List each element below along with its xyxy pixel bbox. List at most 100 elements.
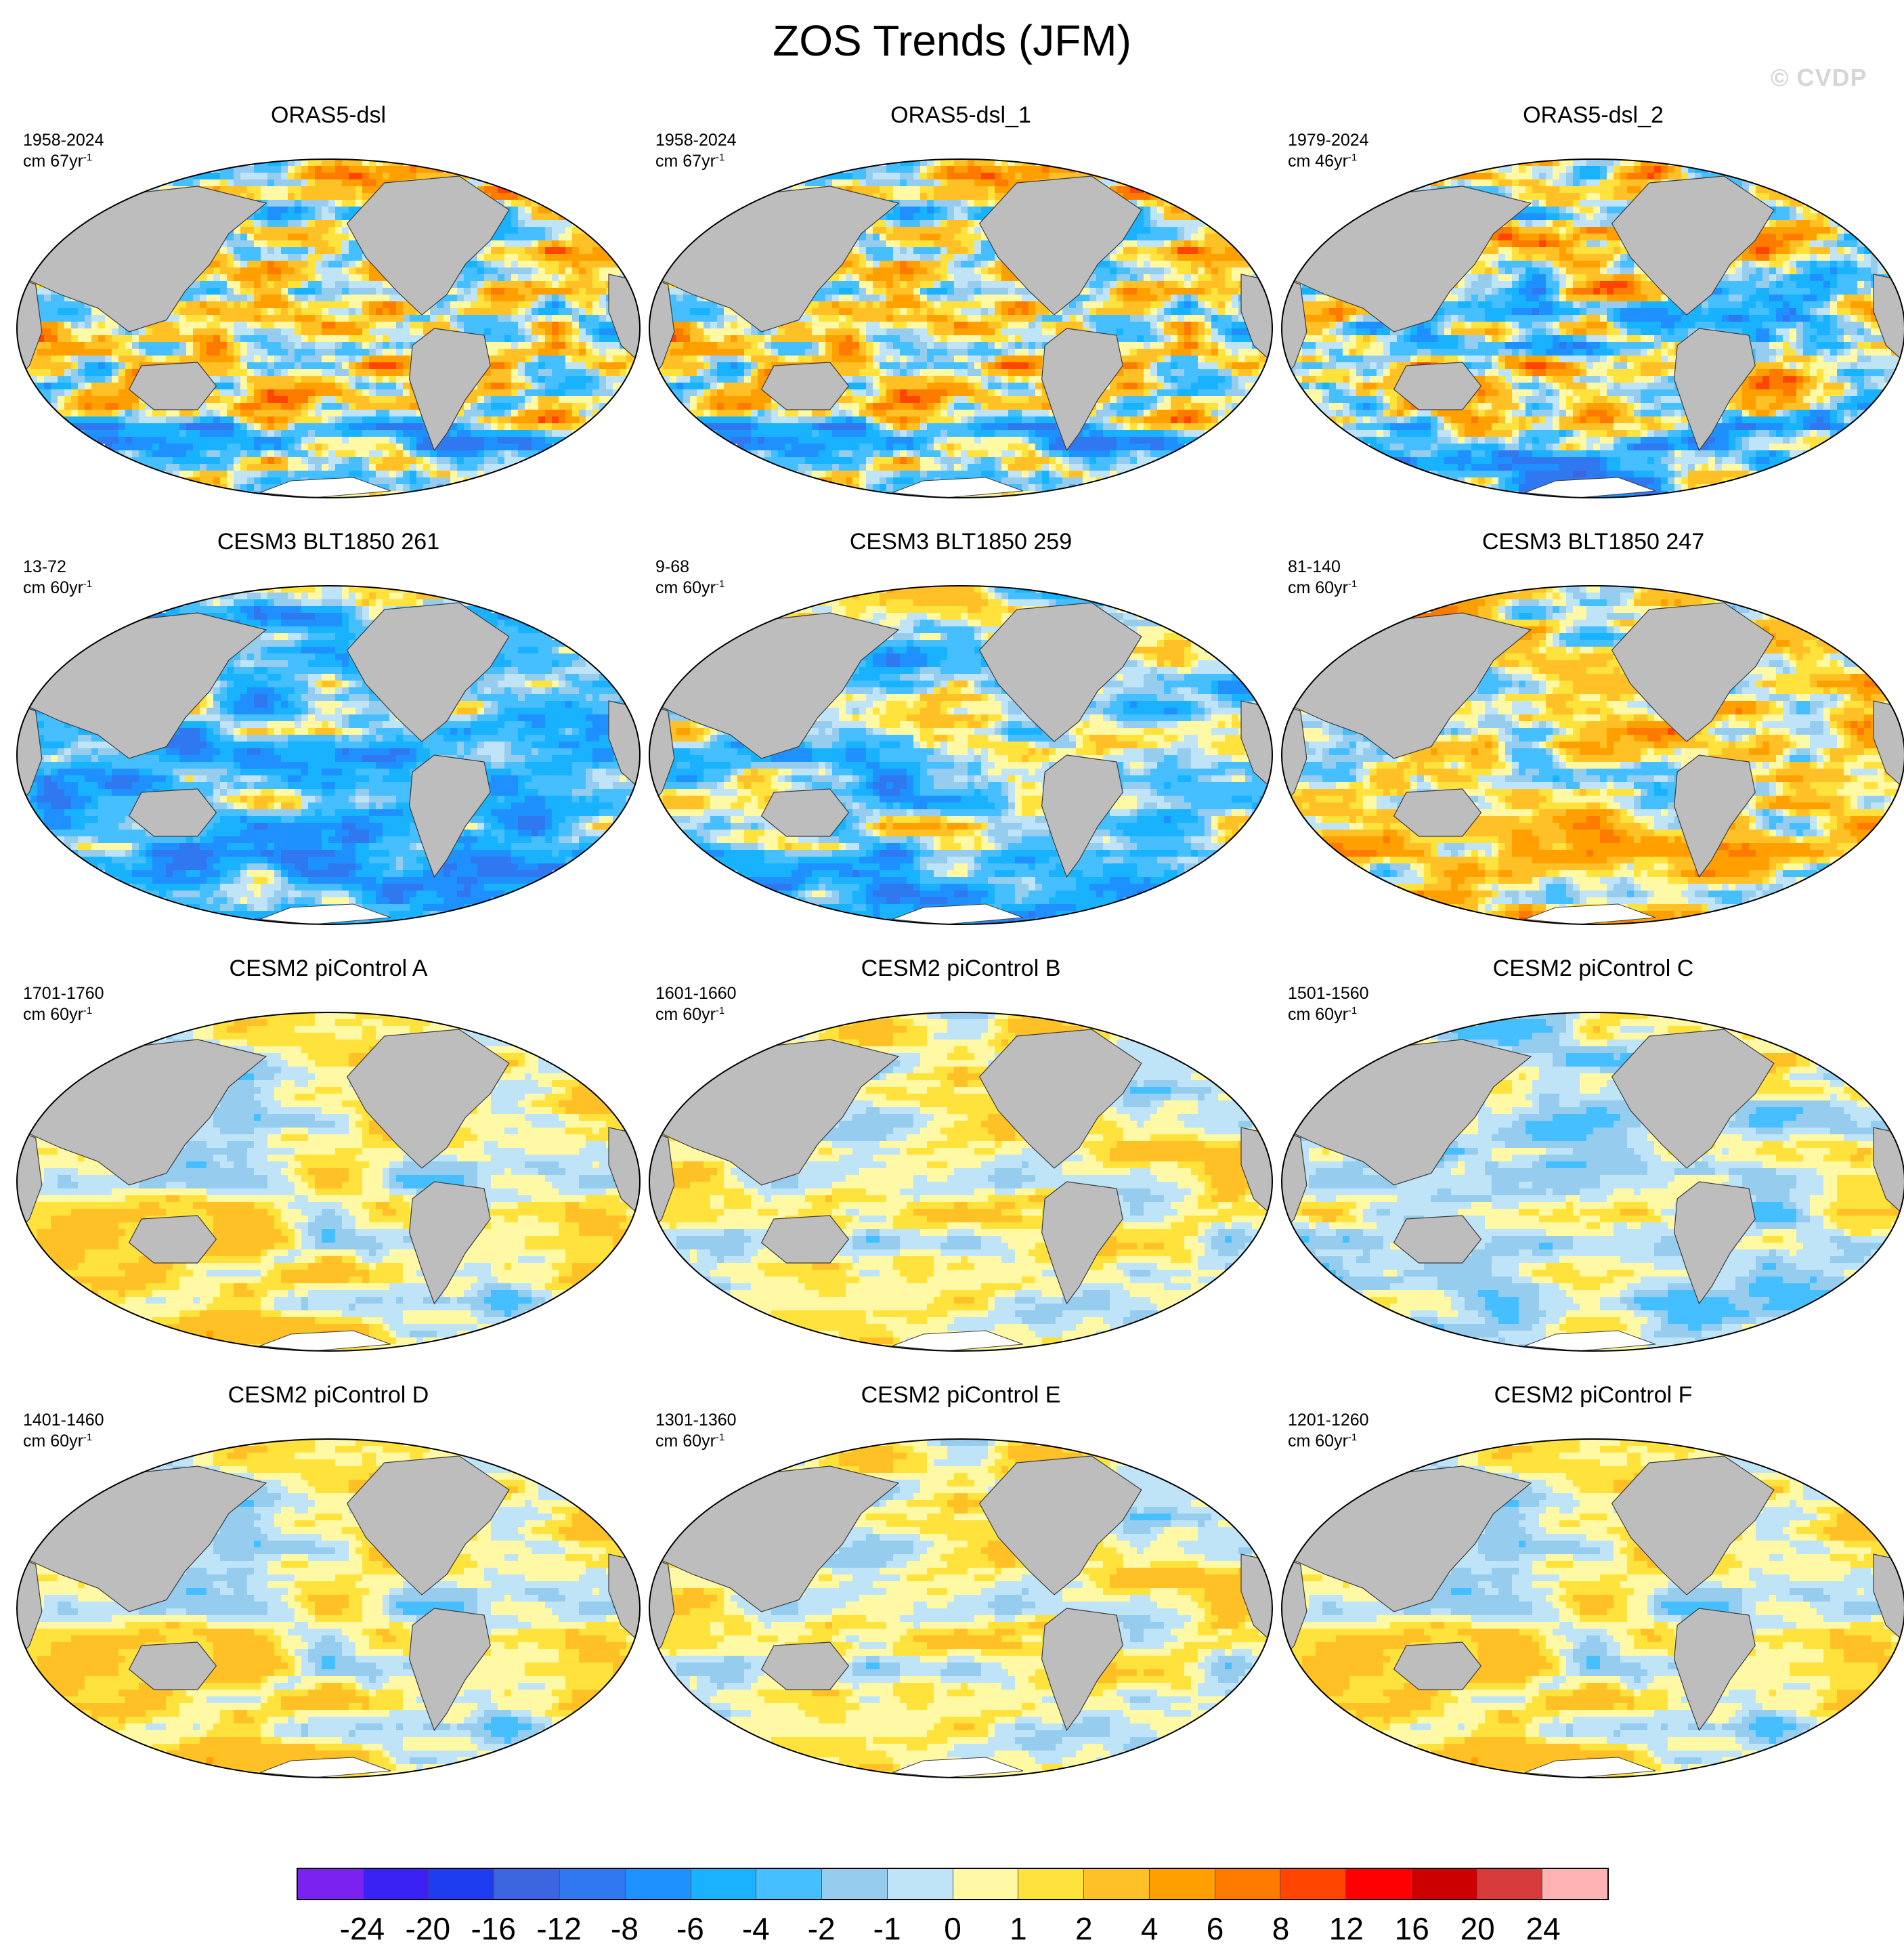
panel-title: CESM2 piControl D [11, 1381, 646, 1409]
panel-metadata: 1701-1760 cm 60yr-1 [23, 983, 104, 1025]
antarctic-ice [259, 1757, 391, 1778]
trend-field [1282, 1012, 1904, 1351]
robinson-map [1281, 158, 1904, 498]
robinson-map [1281, 585, 1904, 925]
land-mass [17, 1130, 43, 1234]
panel-unit: cm 60yr-1 [655, 1431, 737, 1452]
trend-field [649, 1012, 1272, 1351]
colorbar-swatch [953, 1869, 1019, 1899]
panel-period: 1601-1660 [655, 983, 737, 1004]
panel-metadata: 1979-2024 cm 46yr-1 [1288, 130, 1369, 172]
colorbar-label: 20 [1461, 1910, 1495, 1948]
robinson-map [16, 1012, 641, 1352]
colorbar-label: 8 [1272, 1910, 1290, 1948]
colorbar-swatch [1018, 1869, 1084, 1899]
map-panel: CESM2 piControl F 1201-1260 cm 60yr-1 [1276, 1381, 1904, 1811]
panel-period: 1958-2024 [655, 130, 737, 151]
colorbar-swatch [1215, 1869, 1281, 1899]
trend-field [17, 1439, 640, 1778]
panel-period: 81-140 [1288, 557, 1357, 578]
land-mass [1041, 1181, 1123, 1305]
trend-field [649, 159, 1272, 498]
trend-field [1282, 159, 1904, 498]
antarctic-ice [1524, 1330, 1656, 1351]
panel-metadata: 1401-1460 cm 60yr-1 [23, 1410, 104, 1452]
panel-metadata: 1201-1260 cm 60yr-1 [1288, 1410, 1369, 1452]
colorbar-label: 0 [944, 1910, 961, 1948]
colorbar-label: -4 [742, 1910, 770, 1948]
panel-title: CESM2 piControl C [1276, 955, 1904, 982]
panel-period: 1979-2024 [1288, 130, 1369, 151]
colorbar-label: 2 [1075, 1910, 1093, 1948]
colorbar-swatch [691, 1869, 757, 1899]
panel-metadata: 1601-1660 cm 60yr-1 [655, 983, 737, 1025]
map-panel: ORAS5-dsl_2 1979-2024 cm 46yr-1 [1276, 102, 1904, 532]
robinson-map [649, 1438, 1273, 1778]
land-mass [408, 1608, 491, 1732]
map-border [1281, 1438, 1904, 1778]
colorbar-swatch [429, 1869, 495, 1899]
colorbar-swatch [1477, 1869, 1543, 1899]
colorbar-label: -20 [406, 1910, 450, 1948]
colorbar-label: -8 [611, 1910, 639, 1948]
panel-title: ORAS5-dsl [11, 102, 646, 129]
cvdp-watermark: © CVDP [1771, 64, 1867, 92]
map-panel: CESM3 BLT1850 259 9-68 cm 60yr-1 [643, 528, 1278, 958]
colorbar-swatch [756, 1869, 822, 1899]
colorbar-label: 24 [1526, 1910, 1561, 1948]
colorbar-swatch [298, 1869, 364, 1899]
land-mass [1282, 704, 1307, 807]
panel-unit: cm 60yr-1 [23, 1004, 104, 1025]
colorbar-label: -12 [536, 1910, 581, 1948]
antarctic-ice [892, 1757, 1024, 1778]
map-border [649, 1012, 1273, 1352]
land-mass [978, 175, 1142, 316]
panel-metadata: 1301-1360 cm 60yr-1 [655, 1410, 737, 1452]
panel-title: CESM3 BLT1850 261 [11, 528, 646, 555]
panel-metadata: 1501-1560 cm 60yr-1 [1288, 983, 1369, 1025]
panel-period: 1401-1460 [23, 1410, 104, 1431]
land-mass [1282, 277, 1307, 381]
colorbar-swatch [1149, 1869, 1215, 1899]
colorbar [297, 1868, 1609, 1900]
panel-period: 1701-1760 [23, 983, 104, 1004]
land-mass [1041, 328, 1123, 452]
colorbar-swatch [1346, 1869, 1412, 1899]
antarctic-ice [259, 903, 391, 924]
land-mass [128, 788, 217, 837]
land-mass [1611, 1029, 1775, 1169]
panel-metadata: 9-68 cm 60yr-1 [655, 557, 724, 599]
antarctic-ice [892, 903, 1024, 924]
antarctic-ice [259, 477, 391, 498]
panel-period: 1501-1560 [1288, 983, 1369, 1004]
map-panel: CESM2 piControl C 1501-1560 cm 60yr-1 [1276, 955, 1904, 1385]
land-mass [1393, 362, 1482, 410]
panel-title: ORAS5-dsl_1 [643, 102, 1278, 129]
land-mass [346, 175, 510, 316]
panel-unit: cm 67yr-1 [23, 151, 104, 172]
land-mass [1393, 1642, 1482, 1690]
land-mass [649, 704, 675, 807]
land-mass [978, 1029, 1142, 1169]
colorbar-label: 1 [1010, 1910, 1027, 1948]
panel-metadata: 81-140 cm 60yr-1 [1288, 557, 1357, 599]
panel-unit: cm 60yr-1 [1288, 1431, 1369, 1452]
land-mass [408, 328, 491, 452]
land-mass [408, 1181, 491, 1305]
robinson-map [16, 1438, 641, 1778]
colorbar-label: 4 [1141, 1910, 1159, 1948]
land-mass [760, 362, 850, 410]
panel-period: 1201-1260 [1288, 1410, 1369, 1431]
colorbar-swatch [1280, 1869, 1346, 1899]
map-border [16, 1012, 641, 1352]
panel-period: 13-72 [23, 557, 92, 578]
trend-field [1282, 1439, 1904, 1778]
trend-field [17, 1012, 640, 1351]
map-panel: ORAS5-dsl_1 1958-2024 cm 67yr-1 [643, 102, 1278, 532]
panel-unit: cm 60yr-1 [1288, 578, 1357, 599]
panel-period: 9-68 [655, 557, 724, 578]
colorbar-swatch [1542, 1869, 1607, 1899]
colorbar-label: -24 [340, 1910, 385, 1948]
land-mass [760, 1215, 850, 1264]
land-mass [1673, 754, 1756, 878]
